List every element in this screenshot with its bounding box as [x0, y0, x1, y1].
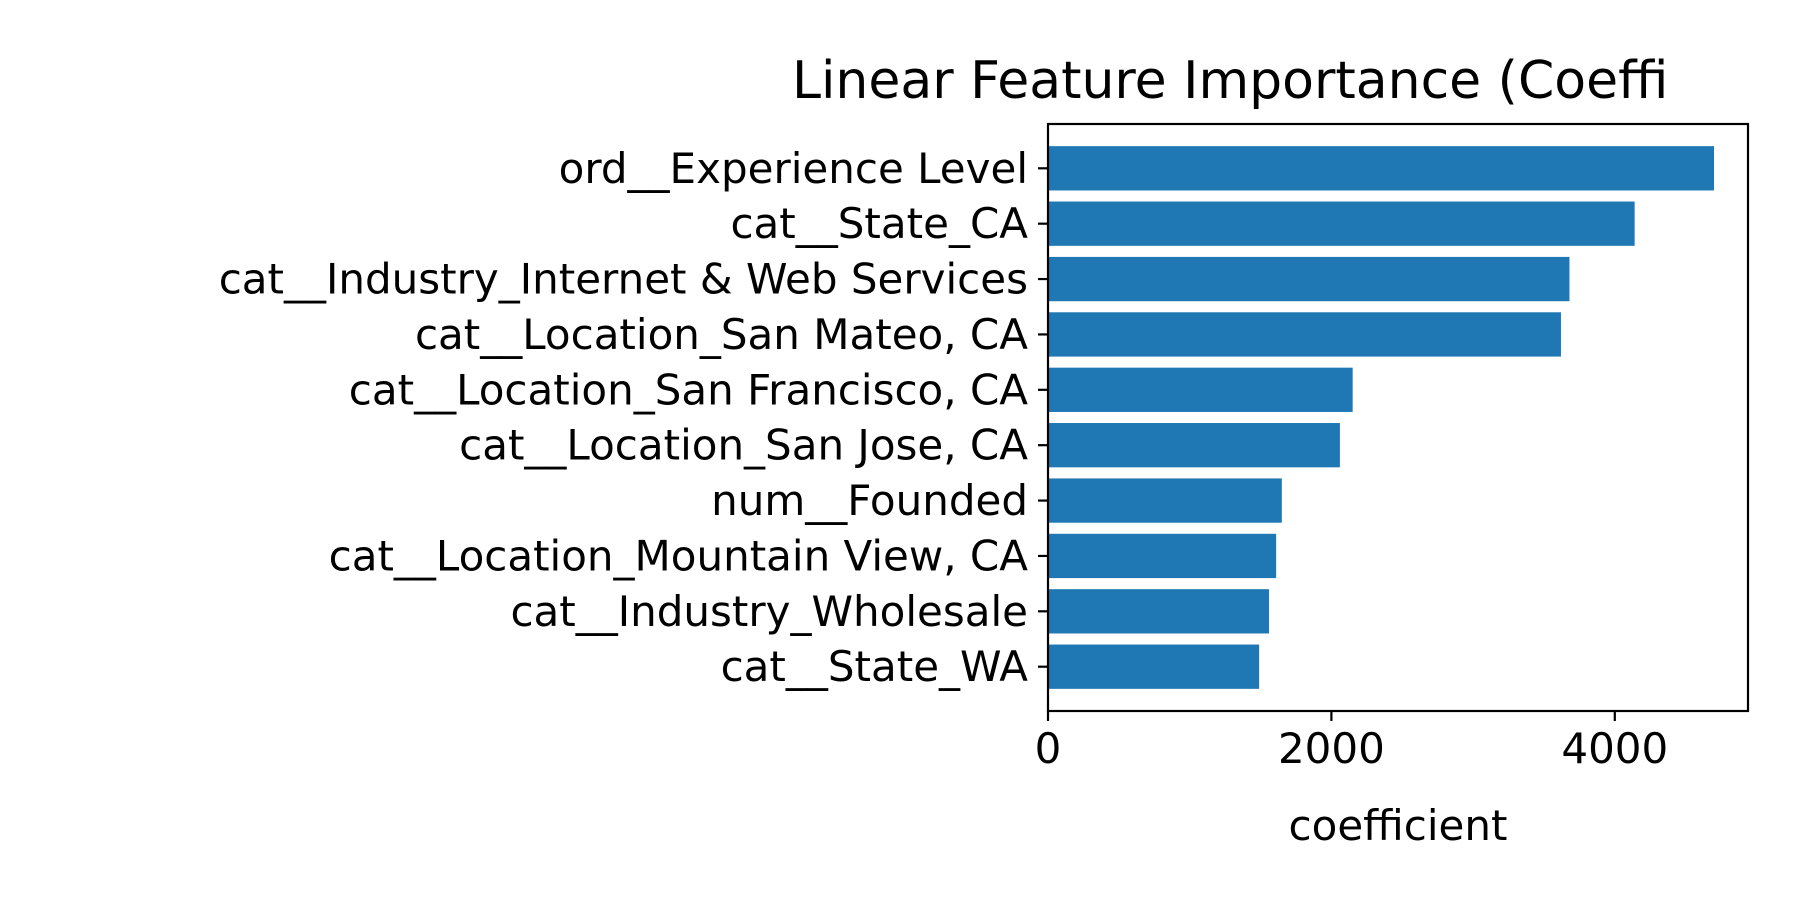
chart-title: Linear Feature Importance (Coeffi — [792, 51, 1668, 111]
bar-7 — [1048, 478, 1282, 523]
y-axis: ord__Experience Level cat__State_CA cat__I… — [219, 144, 1048, 691]
y-tick-label: cat__Location_San Jose, CA — [459, 421, 1028, 470]
x-tick-label: 4000 — [1561, 724, 1668, 773]
bar-8 — [1048, 533, 1277, 579]
bar-5 — [1048, 367, 1353, 412]
bar-3 — [1048, 256, 1570, 302]
bar-10 — [1048, 644, 1260, 689]
y-tick-label: cat__Industry_Wholesale — [510, 587, 1028, 636]
bar-9 — [1048, 589, 1270, 634]
y-tick-label: cat__State_WA — [721, 642, 1029, 691]
bars-layer — [1048, 146, 1714, 689]
plot-frame — [1046, 122, 1750, 713]
y-tick-label: cat__Location_Mountain View, CA — [329, 531, 1029, 580]
x-tick-label: 0 — [1035, 724, 1062, 773]
y-tick-label: cat__Industry_Internet & Web Services — [219, 255, 1028, 304]
x-axis-label: coefficient — [1289, 801, 1508, 850]
y-tick-label: num__Founded — [711, 476, 1028, 525]
y-tick-label: cat__State_CA — [730, 199, 1028, 248]
y-tick-label: cat__Location_San Francisco, CA — [349, 365, 1028, 414]
bar-6 — [1048, 423, 1340, 468]
x-tick-label: 2000 — [1278, 724, 1385, 773]
bar-2 — [1048, 201, 1635, 246]
bar-4 — [1048, 312, 1561, 357]
y-tick-label: cat__Location_San Mateo, CA — [415, 310, 1028, 359]
x-axis: 0 2000 4000 — [1035, 711, 1668, 773]
y-tick-label: ord__Experience Level — [559, 144, 1028, 193]
bar-1 — [1048, 146, 1714, 191]
